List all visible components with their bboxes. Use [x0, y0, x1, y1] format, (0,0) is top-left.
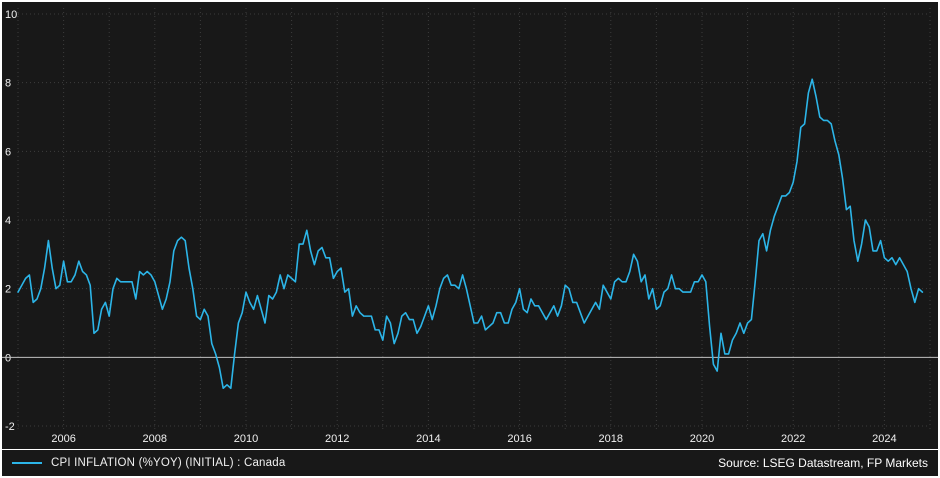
- cpi-line-chart: -2 0 2 4 6 8 10 2006 2008 2010 2012 2014 2016 2018 202…: [2, 8, 938, 445]
- legend: CPI INFLATION (%YOY) (INITIAL) : Canada: [12, 457, 285, 469]
- y-axis-tick-label: 0: [5, 352, 11, 364]
- legend-label: CPI INFLATION (%YOY) (INITIAL) : Canada: [51, 457, 286, 469]
- x-axis-tick-label: 2018: [599, 433, 623, 445]
- y-axis-tick-label: 4: [5, 215, 11, 227]
- x-axis-tick-label: 2020: [690, 433, 714, 445]
- x-axis-tick-label: 2014: [416, 433, 440, 445]
- legend-line-sample-icon: [12, 462, 42, 464]
- y-axis-tick-label: 10: [5, 9, 17, 21]
- source-label: Source: LSEG Datastream, FP Markets: [718, 456, 928, 470]
- y-axis-tick-label: 8: [5, 78, 11, 90]
- x-axis-tick-label: 2010: [234, 433, 258, 445]
- y-axis-tick-label: 6: [5, 146, 11, 158]
- chart-footer: CPI INFLATION (%YOY) (INITIAL) : Canada …: [2, 449, 938, 476]
- y-axis-tick-label: -2: [5, 421, 15, 433]
- x-axis-tick-label: 2012: [325, 433, 349, 445]
- plot-area: -2 0 2 4 6 8 10 2006 2008 2010 2012 2014 2016 2018 202…: [2, 2, 938, 449]
- y-axis-tick-label: 2: [5, 284, 11, 296]
- cpi-line-series: [17, 78, 924, 390]
- x-axis-tick-label: 2016: [507, 433, 531, 445]
- x-axis-tick-label: 2006: [51, 433, 75, 445]
- x-axis-tick-label: 2022: [781, 433, 805, 445]
- x-axis-tick-label: 2024: [872, 433, 896, 445]
- x-axis-tick-label: 2008: [143, 433, 167, 445]
